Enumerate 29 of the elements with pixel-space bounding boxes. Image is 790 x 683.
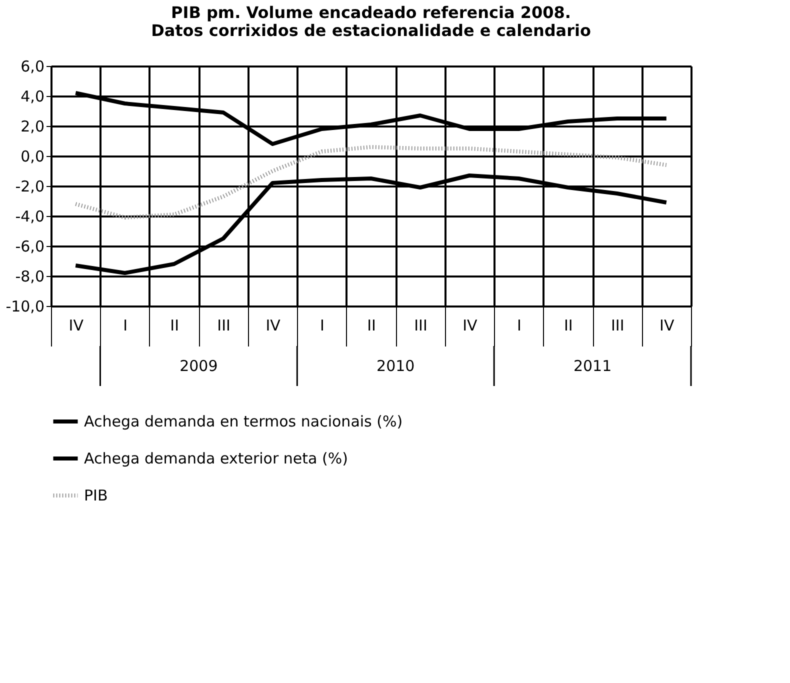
x-tick-label: I — [123, 316, 128, 334]
x-tick-label: III — [414, 316, 428, 334]
y-tick-label: -8,0 — [15, 268, 44, 286]
y-tick-label: -6,0 — [15, 238, 44, 256]
y-tick-label: 2,0 — [20, 118, 44, 136]
legend-label: Achega demanda en termos nacionais (%) — [84, 412, 403, 430]
x-tick-label: II — [564, 316, 573, 334]
text: 2011 — [573, 357, 612, 375]
text: 2010 — [376, 357, 415, 375]
x-tick-label: I — [320, 316, 324, 334]
x-tick-label: IV — [660, 316, 675, 334]
y-tick-label: 4,0 — [20, 88, 44, 106]
x-tick-label: II — [170, 316, 180, 334]
text: 2009 — [180, 357, 218, 375]
x-tick-label: II — [367, 316, 376, 334]
y-tick-label: -2,0 — [15, 178, 44, 196]
y-tick-label: 6,0 — [20, 58, 44, 76]
x-tick-label: III — [611, 316, 624, 334]
x-tick-label: IV — [68, 316, 84, 334]
chart-title: PIB pm. Volume encadeado referencia 2008. Datos corrixidos de estacionalidade e calendario — [151, 3, 591, 40]
x-tick-label: III — [217, 316, 230, 334]
legend-label: PIB — [84, 486, 108, 504]
x-tick-label: IV — [462, 316, 478, 334]
y-tick-label: -4,0 — [15, 208, 44, 226]
legend-label: Achega demanda exterior neta (%) — [84, 450, 348, 468]
y-tick-label: -10,0 — [6, 298, 44, 316]
y-tick-label: 0,0 — [20, 148, 44, 166]
x-tick-label: I — [516, 316, 522, 334]
x-tick-label: IV — [266, 316, 282, 334]
